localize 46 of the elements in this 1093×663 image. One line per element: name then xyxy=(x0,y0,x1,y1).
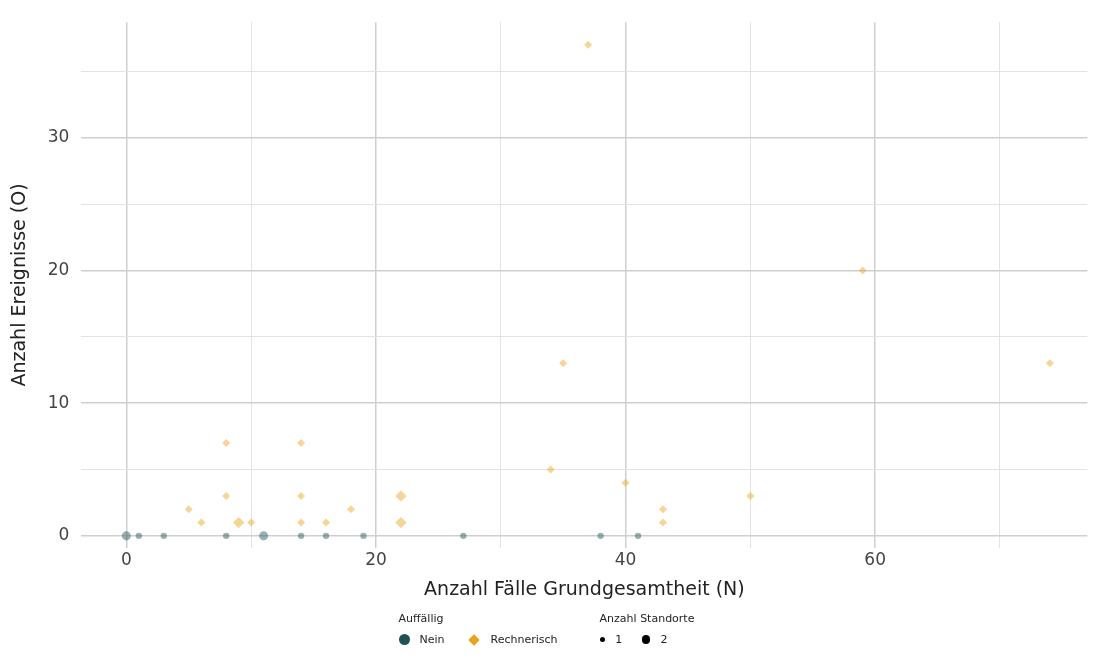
point xyxy=(621,478,630,487)
point xyxy=(222,492,231,501)
point xyxy=(297,438,306,447)
x-tick-label: 40 xyxy=(614,549,637,570)
point xyxy=(197,518,206,527)
y-tick-label: 10 xyxy=(47,391,70,412)
x-tick-label: 60 xyxy=(864,549,886,570)
legend-label: 1 xyxy=(615,633,623,646)
point xyxy=(223,532,230,540)
point xyxy=(584,40,593,49)
point xyxy=(184,505,193,514)
point xyxy=(634,532,642,540)
point xyxy=(222,438,231,447)
legend-label: 2 xyxy=(660,633,668,646)
legend-title: Auffällig xyxy=(398,612,445,625)
point xyxy=(559,359,568,368)
point xyxy=(546,465,555,474)
point xyxy=(297,532,305,540)
x-tick-label: 20 xyxy=(365,549,387,570)
legend-label: Nein xyxy=(419,633,445,646)
point xyxy=(135,532,143,540)
point xyxy=(746,492,755,501)
point xyxy=(297,518,306,527)
point xyxy=(322,518,331,527)
y-tick-label: 20 xyxy=(47,258,70,279)
y-tick-label: 0 xyxy=(58,524,70,545)
point xyxy=(259,531,269,541)
point xyxy=(1045,359,1054,368)
x-tick-label: 0 xyxy=(120,549,132,570)
y-axis-title: Anzahl Ereignisse (O) xyxy=(7,183,30,387)
y-tick-label: 30 xyxy=(47,126,70,147)
point xyxy=(858,266,867,275)
point xyxy=(460,532,467,540)
point xyxy=(160,532,167,540)
text: Anzahl Standorte xyxy=(599,612,695,625)
point xyxy=(322,532,330,540)
point xyxy=(297,492,306,501)
point xyxy=(360,532,367,540)
point xyxy=(121,531,131,541)
point xyxy=(659,505,668,514)
point xyxy=(347,505,356,514)
point xyxy=(659,518,668,527)
legend-label: Rechnerisch xyxy=(490,633,558,646)
x-axis-title: Anzahl Fälle Grundgesamtheit (N) xyxy=(424,576,745,599)
point xyxy=(597,532,604,540)
point xyxy=(247,518,256,527)
